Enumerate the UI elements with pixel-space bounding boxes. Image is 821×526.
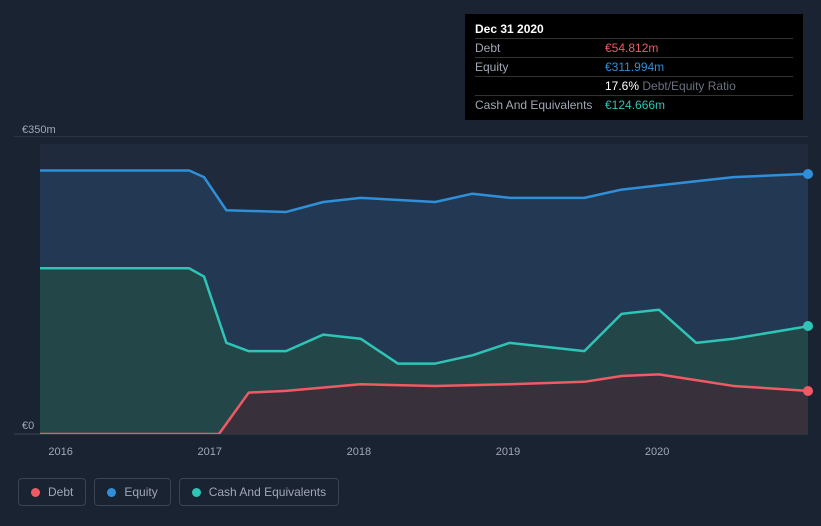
- series-end-marker: [803, 321, 813, 331]
- tooltip-value: 17.6% Debt/Equity Ratio: [605, 79, 736, 93]
- legend-dot-icon: [192, 488, 201, 497]
- legend-item-debt[interactable]: Debt: [18, 478, 86, 506]
- legend-item-cash[interactable]: Cash And Equivalents: [179, 478, 339, 506]
- legend-dot-icon: [31, 488, 40, 497]
- tooltip-value: €54.812m: [605, 41, 658, 55]
- tooltip-date: Dec 31 2020: [475, 20, 793, 38]
- x-axis-tick-label: 2016: [48, 446, 72, 458]
- x-axis-tick-label: 2017: [197, 446, 221, 458]
- tooltip-label: [475, 79, 605, 93]
- y-axis-label-max: €350m: [22, 124, 56, 136]
- tooltip-row-cash: Cash And Equivalents €124.666m: [475, 95, 793, 114]
- tooltip-row-equity: Equity €311.994m: [475, 57, 793, 76]
- legend-label: Debt: [48, 485, 73, 499]
- legend: Debt Equity Cash And Equivalents: [18, 478, 339, 506]
- x-axis-tick-label: 2018: [347, 446, 371, 458]
- x-axis-tick-label: 2019: [496, 446, 520, 458]
- tooltip-row-ratio: 17.6% Debt/Equity Ratio: [475, 76, 793, 95]
- area-chart: [40, 144, 808, 434]
- tooltip-row-debt: Debt €54.812m: [475, 38, 793, 57]
- series-end-marker: [803, 386, 813, 396]
- tooltip-label: Cash And Equivalents: [475, 98, 605, 112]
- tooltip-suffix: Debt/Equity Ratio: [642, 79, 735, 93]
- legend-label: Cash And Equivalents: [209, 485, 326, 499]
- tooltip-label: Debt: [475, 41, 605, 55]
- x-axis-tick-label: 2020: [645, 446, 669, 458]
- tooltip-value: €311.994m: [605, 60, 664, 74]
- legend-dot-icon: [107, 488, 116, 497]
- legend-item-equity[interactable]: Equity: [94, 478, 170, 506]
- legend-label: Equity: [124, 485, 157, 499]
- tooltip-value: €124.666m: [605, 98, 665, 112]
- tooltip-label: Equity: [475, 60, 605, 74]
- tooltip-panel: Dec 31 2020 Debt €54.812m Equity €311.99…: [465, 14, 803, 120]
- series-end-marker: [803, 169, 813, 179]
